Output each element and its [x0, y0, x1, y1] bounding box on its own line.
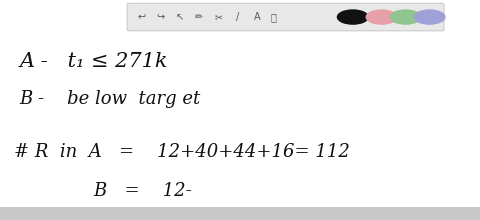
Text: A: A — [253, 12, 260, 22]
Text: ↖: ↖ — [176, 12, 184, 22]
Circle shape — [366, 10, 397, 24]
Text: 🖼: 🖼 — [271, 12, 276, 22]
Text: B   =    12-: B = 12- — [48, 182, 192, 200]
Bar — [0, 207, 480, 220]
FancyBboxPatch shape — [127, 3, 444, 31]
Circle shape — [390, 10, 421, 24]
Text: # R  in  A   =    12+40+44+16= 112: # R in A = 12+40+44+16= 112 — [14, 143, 350, 161]
Text: /: / — [236, 12, 239, 22]
Text: ↩: ↩ — [138, 12, 145, 22]
Text: ✂: ✂ — [215, 12, 222, 22]
Circle shape — [414, 10, 445, 24]
Circle shape — [337, 10, 368, 24]
Text: ✏: ✏ — [195, 12, 203, 22]
Text: A -   t₁ ≤ 271k: A - t₁ ≤ 271k — [19, 52, 168, 71]
Text: ↪: ↪ — [157, 12, 165, 22]
Text: B -    be low  targ et: B - be low targ et — [19, 90, 201, 108]
